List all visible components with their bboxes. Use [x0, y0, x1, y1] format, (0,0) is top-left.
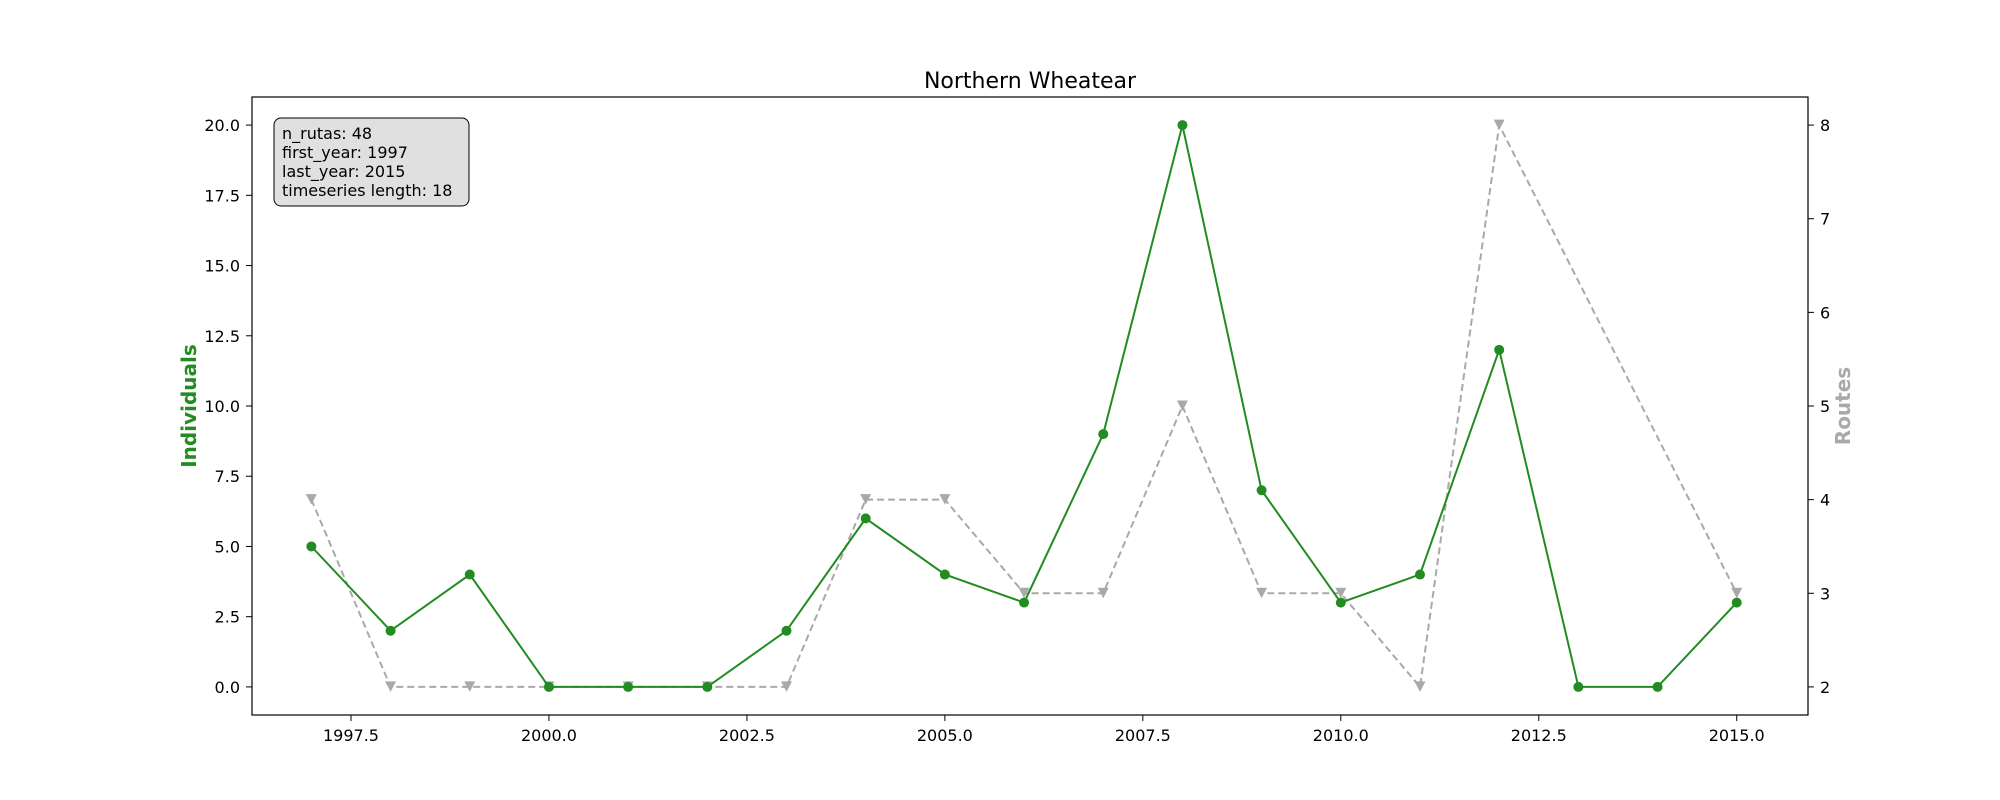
- info-line: first_year: 1997: [282, 143, 408, 163]
- info-line: n_rutas: 48: [282, 124, 372, 144]
- routes-point: [464, 681, 476, 692]
- y-right-tick-label: 8: [1820, 116, 1830, 135]
- individuals-point: [306, 541, 317, 552]
- y-left-tick-label: 17.5: [204, 186, 240, 205]
- individuals-point: [1098, 429, 1109, 440]
- x-axis: 1997.5 2000.0 2002.5 2005.0 2007.5 2010.0 2012…: [323, 715, 1765, 745]
- y-left-tick-label: 15.0: [204, 257, 240, 276]
- individuals-point: [543, 681, 554, 692]
- routes-point: [1256, 587, 1268, 599]
- individuals-point: [781, 625, 792, 636]
- routes-point: [1335, 587, 1347, 599]
- info-box-background: [273, 117, 470, 207]
- routes-point: [1097, 587, 1109, 599]
- series-layer: [305, 119, 1743, 692]
- individuals-point: [1573, 681, 1584, 692]
- y-axis-left: 0.0 2.5 5.0 7.5 10.0 12.5 15.0 17.5 20.0: [204, 116, 252, 697]
- individuals-point: [1177, 120, 1188, 131]
- x-tick-label: 2010.0: [1313, 726, 1369, 745]
- y-right-tick-label: 7: [1820, 210, 1830, 229]
- individuals-point: [385, 625, 396, 636]
- individuals-point: [939, 569, 950, 580]
- routes-point: [305, 494, 317, 505]
- individuals-point: [1494, 344, 1505, 355]
- info-line: timeseries length: 18: [282, 181, 452, 200]
- routes-point: [1018, 587, 1030, 599]
- individuals-point: [1256, 485, 1267, 496]
- x-tick-label: 2002.5: [719, 726, 775, 745]
- y-axis-right-label: Routes: [1831, 367, 1855, 445]
- y-left-tick-label: 12.5: [204, 327, 240, 346]
- y-right-tick-label: 2: [1820, 678, 1830, 697]
- individuals-point: [1019, 597, 1030, 608]
- routes-point: [385, 681, 397, 692]
- routes-point: [1731, 587, 1743, 599]
- routes-point: [1414, 681, 1426, 692]
- y-left-tick-label: 10.0: [204, 397, 240, 416]
- chart-title: Northern Wheatear: [924, 69, 1137, 94]
- x-tick-label: 2007.5: [1115, 726, 1171, 745]
- y-left-tick-label: 0.0: [215, 678, 240, 697]
- routes-point: [860, 494, 872, 505]
- x-tick-label: 1997.5: [323, 726, 379, 745]
- y-axis-left-label: Individuals: [177, 344, 201, 468]
- individuals-point: [860, 513, 871, 524]
- individuals-point: [1335, 597, 1346, 608]
- individuals-point: [1652, 681, 1663, 692]
- x-tick-label: 2000.0: [521, 726, 577, 745]
- routes-point: [1176, 400, 1188, 411]
- x-tick-label: 2015.0: [1709, 726, 1765, 745]
- routes-point: [939, 494, 951, 505]
- y-right-tick-label: 4: [1820, 491, 1830, 510]
- info-line: last_year: 2015: [282, 162, 405, 182]
- individuals-point: [464, 569, 475, 580]
- individuals-point: [702, 681, 713, 692]
- x-tick-label: 2012.5: [1511, 726, 1567, 745]
- routes-point: [781, 681, 793, 692]
- y-right-tick-label: 5: [1820, 397, 1830, 416]
- y-right-tick-label: 6: [1820, 303, 1830, 322]
- routes-point: [1493, 119, 1505, 131]
- y-left-tick-label: 7.5: [215, 467, 240, 486]
- y-left-tick-label: 2.5: [215, 608, 240, 627]
- x-tick-label: 2005.0: [917, 726, 973, 745]
- info-box: n_rutas: 48 first_year: 1997 last_year: …: [273, 117, 470, 207]
- individuals-point: [1414, 569, 1425, 580]
- individuals-point: [1731, 597, 1742, 608]
- y-left-tick-label: 20.0: [204, 116, 240, 135]
- y-axis-right: 2 3 4 5 6 7 8: [1808, 116, 1830, 697]
- y-left-tick-label: 5.0: [215, 537, 240, 556]
- y-right-tick-label: 3: [1820, 584, 1830, 603]
- individuals-point: [623, 681, 634, 692]
- plot-area: [251, 96, 1809, 716]
